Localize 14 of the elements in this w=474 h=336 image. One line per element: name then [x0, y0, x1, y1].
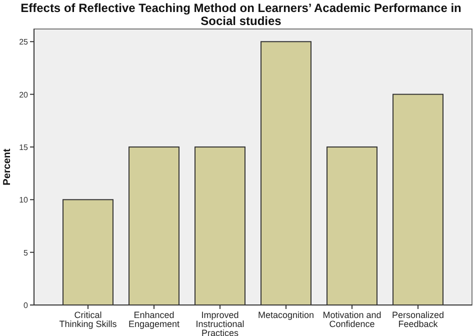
x-tick-label: Critical Thinking Skills	[59, 310, 118, 329]
y-tick-label: 20	[19, 90, 29, 100]
x-tick-label: Personalized Feedback	[392, 310, 444, 329]
x-tick-label: Enhanced Engagement	[128, 310, 180, 329]
y-axis-title: Percent	[2, 148, 13, 186]
y-tick-label: 15	[19, 142, 29, 152]
y-tick-label: 5	[24, 248, 29, 258]
x-tick-label: Motivation and Confidence	[322, 310, 382, 329]
y-tick-label: 10	[19, 196, 29, 205]
x-tick-label: Metacognition	[258, 310, 314, 320]
y-tick-label: 25	[19, 38, 29, 47]
x-tick-label: Improved Instructional Practices	[196, 310, 244, 336]
y-tick-label: 0	[24, 301, 29, 310]
chart-title: Effects of Reflective Teaching Method on Learners’ Academic Performance in Social studies	[20, 1, 462, 28]
